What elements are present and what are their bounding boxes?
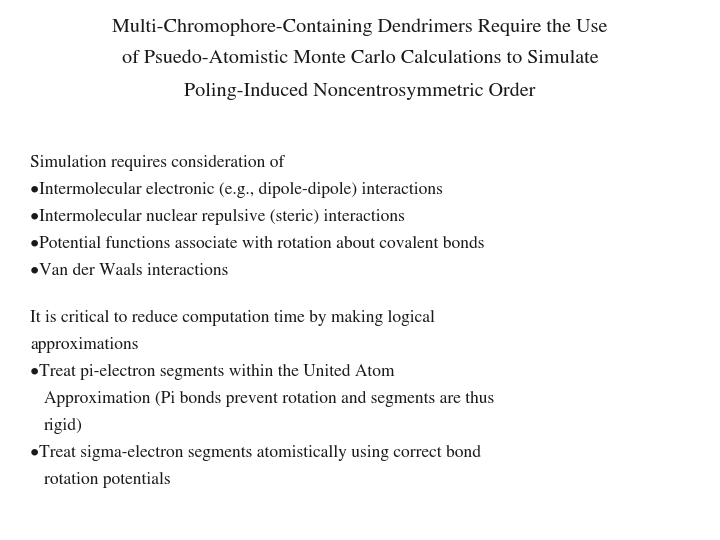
Text: •Potential functions associate with rotation about covalent bonds: •Potential functions associate with rota… <box>30 236 485 252</box>
Text: Multi-Chromophore-Containing Dendrimers Require the Use: Multi-Chromophore-Containing Dendrimers … <box>112 18 608 36</box>
Text: Poling-Induced Noncentrosymmetric Order: Poling-Induced Noncentrosymmetric Order <box>184 82 536 100</box>
Text: It is critical to reduce computation time by making logical: It is critical to reduce computation tim… <box>30 310 435 326</box>
Text: •Treat pi-electron segments within the United Atom: •Treat pi-electron segments within the U… <box>30 364 395 380</box>
Text: •Intermolecular nuclear repulsive (steric) interactions: •Intermolecular nuclear repulsive (steri… <box>30 209 405 225</box>
Text: Approximation (Pi bonds prevent rotation and segments are thus: Approximation (Pi bonds prevent rotation… <box>44 391 494 407</box>
Text: Simulation requires consideration of: Simulation requires consideration of <box>30 155 284 171</box>
Text: approximations: approximations <box>30 337 138 353</box>
Text: •Intermolecular electronic (e.g., dipole-dipole) interactions: •Intermolecular electronic (e.g., dipole… <box>30 182 443 198</box>
Text: rotation potentials: rotation potentials <box>44 472 171 488</box>
Text: •Treat sigma-electron segments atomistically using correct bond: •Treat sigma-electron segments atomistic… <box>30 445 481 461</box>
Text: rigid): rigid) <box>44 418 83 434</box>
Text: •Van der Waals interactions: •Van der Waals interactions <box>30 263 228 279</box>
Text: of Psuedo-Atomistic Monte Carlo Calculations to Simulate: of Psuedo-Atomistic Monte Carlo Calculat… <box>122 50 598 67</box>
